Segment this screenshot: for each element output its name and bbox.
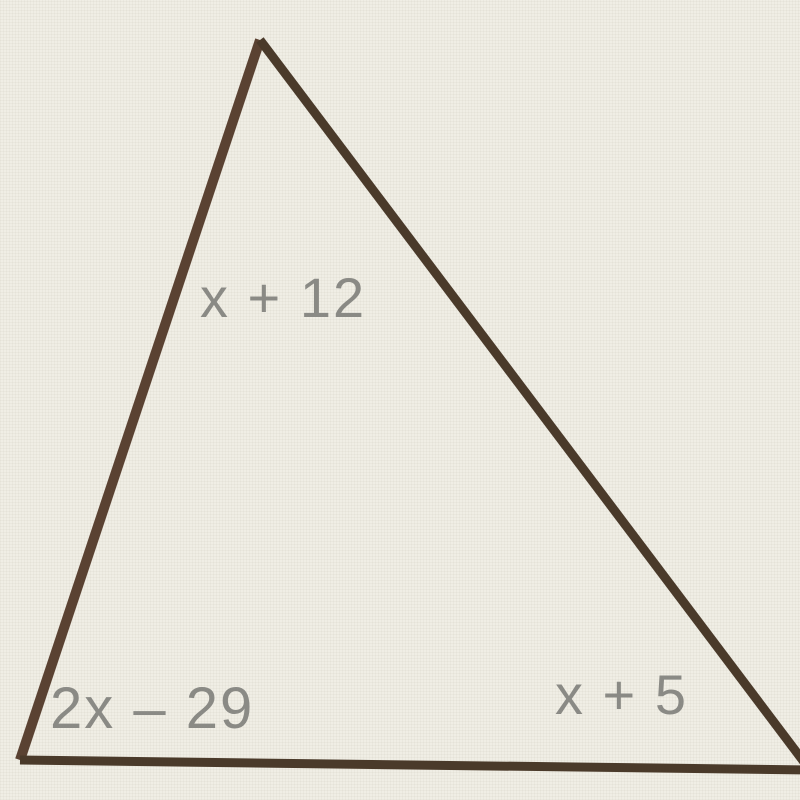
triangle-side-left bbox=[20, 40, 260, 760]
triangle-side-bottom bbox=[20, 760, 800, 770]
triangle-side-right bbox=[260, 40, 800, 770]
bottom-left-angle-label: 2x – 29 bbox=[50, 675, 254, 742]
bottom-right-angle-label: x + 5 bbox=[555, 662, 688, 727]
apex-angle-label: x + 12 bbox=[200, 265, 366, 330]
